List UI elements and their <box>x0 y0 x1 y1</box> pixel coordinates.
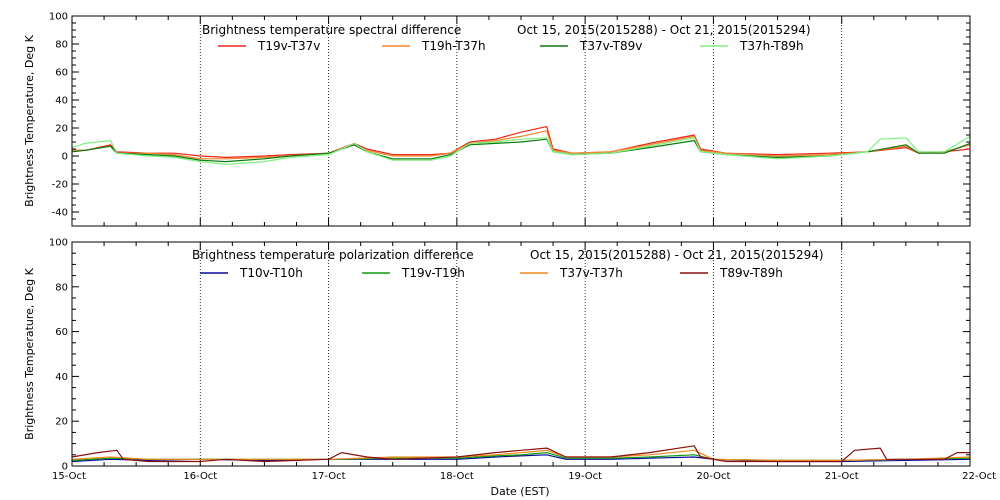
series-line-t19h-t37h <box>72 130 971 160</box>
panel-title: Brightness temperature spectral differen… <box>202 23 461 37</box>
y-tick-label: 0 <box>62 152 68 163</box>
plot-frame <box>71 15 971 227</box>
y-axis-title: Brightness Temperature, Deg K <box>23 34 36 206</box>
x-tick-label: 15-Oct <box>52 471 86 482</box>
date-range: Oct 15, 2015(2015288) - Oct 21, 2015(201… <box>517 23 811 37</box>
series-line-t19v-t37v <box>72 125 971 158</box>
legend-label: T19v-T37v <box>257 39 320 53</box>
series-line-t89v-t89h <box>71 445 970 463</box>
legend-label: T10v-T10h <box>239 266 303 280</box>
plot-frame <box>71 241 971 467</box>
y-tick-label: 100 <box>49 12 68 23</box>
spectral-difference-panel: -40 -20 0 20 40 60 80 100 Brightness temperature… <box>23 12 971 227</box>
legend-label: T19h-T37h <box>421 39 486 53</box>
x-tick-label: 20-Oct <box>696 471 730 482</box>
x-tick-label: 22-Oct <box>962 471 996 482</box>
y-tick-label: 20 <box>55 124 68 135</box>
x-tick-label: 17-Oct <box>312 471 346 482</box>
y-tick-label: 0 <box>62 462 68 473</box>
legend-label: T37v-T37h <box>559 266 623 280</box>
panel-title: Brightness temperature polarization diff… <box>192 248 474 262</box>
x-tick-label: 18-Oct <box>440 471 474 482</box>
x-tick-label: 19-Oct <box>568 471 602 482</box>
x-axis-title: Date (EST) <box>490 485 549 498</box>
y-tick-label: 80 <box>55 282 68 293</box>
y-axis-title: Brightness Temperature, Deg K <box>23 267 36 439</box>
x-tick-label: 16-Oct <box>183 471 217 482</box>
legend-label: T37v-T89v <box>579 39 642 53</box>
legend-label: T89v-T89h <box>719 266 783 280</box>
polarization-difference-panel: 0 20 40 60 80 100 15-Oct 16-Oct 17-Oct 18-Oct 19-O… <box>23 238 996 499</box>
series-line-t37h-t89h <box>71 135 971 165</box>
y-tick-label: -40 <box>52 208 68 219</box>
y-tick-label: 80 <box>55 40 68 51</box>
y-tick-label: 60 <box>55 327 68 338</box>
y-tick-label: 40 <box>55 372 68 383</box>
y-tick-label: 60 <box>55 68 68 79</box>
y-tick-label: -20 <box>52 180 68 191</box>
legend-label: T37h-T89h <box>739 39 804 53</box>
series-line-t37v-t37h <box>71 449 971 461</box>
date-range: Oct 15, 2015(2015288) - Oct 21, 2015(201… <box>530 248 824 262</box>
y-tick-label: 20 <box>55 417 68 428</box>
y-tick-label: 100 <box>49 238 68 249</box>
y-tick-label: 40 <box>55 96 68 107</box>
x-tick-label: 21-Oct <box>825 471 859 482</box>
series-line-t37v-t89v <box>71 138 971 163</box>
legend-label: T19v-T19h <box>401 266 465 280</box>
